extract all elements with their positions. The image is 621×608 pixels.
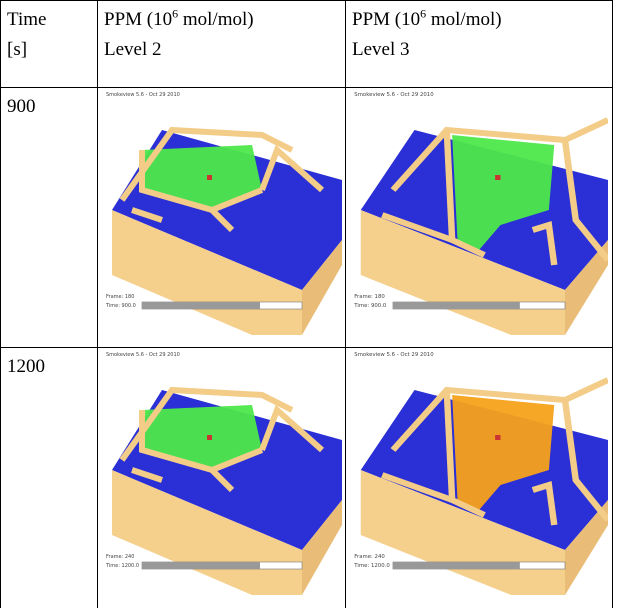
hotspot bbox=[495, 435, 500, 440]
image-cell: Smokeview 5.6 - Oct 29 2010 Frame: 240 Tim… bbox=[346, 348, 613, 608]
data-row: 1200 Smokeview 5.6 - Oct 29 2010 Frame: 2… bbox=[1, 348, 613, 608]
time-text: 900 bbox=[7, 92, 91, 122]
frame-label: Frame: 180 bbox=[106, 294, 134, 300]
simulation-image: Smokeview 5.6 - Oct 29 2010 Frame: 180 Tim… bbox=[102, 90, 342, 335]
results-table: Time[s] PPM (106 mol/mol)Level 2 PPM (10… bbox=[0, 0, 613, 608]
hotspot bbox=[495, 175, 500, 180]
header-text: mol/mol) bbox=[178, 9, 253, 30]
image-cell: Smokeview 5.6 - Oct 29 2010 Frame: 180 Tim… bbox=[346, 88, 613, 348]
hotspot bbox=[207, 175, 212, 180]
header-row: Time[s] PPM (106 mol/mol)Level 2 PPM (10… bbox=[1, 1, 613, 88]
image-title: Smokeview 5.6 - Oct 29 2010 bbox=[354, 92, 433, 98]
progress-fill bbox=[142, 302, 260, 309]
page: Time[s] PPM (106 mol/mol)Level 2 PPM (10… bbox=[0, 0, 621, 590]
image-title: Smokeview 5.6 - Oct 29 2010 bbox=[106, 352, 180, 358]
time-label: Time: 900.0 bbox=[353, 303, 386, 309]
image-title: Smokeview 5.6 - Oct 29 2010 bbox=[354, 352, 433, 358]
header-text: Time bbox=[7, 5, 91, 35]
frame-label: Frame: 240 bbox=[354, 554, 385, 560]
data-row: 900 Smokeview 5.6 - Oct 29 2010 Frame: 18… bbox=[1, 88, 613, 348]
header-text: PPM (106 mol/mol) bbox=[352, 5, 606, 35]
time-text: 1200 bbox=[7, 352, 91, 382]
header-text: Level 3 bbox=[352, 35, 606, 65]
simulation-image: Smokeview 5.6 - Oct 29 2010 Frame: 180 Tim… bbox=[350, 90, 608, 335]
header-text: PPM (10 bbox=[352, 9, 420, 30]
progress-fill bbox=[393, 302, 520, 309]
header-cell: PPM (106 mol/mol)Level 3 bbox=[346, 1, 613, 88]
simulation-image: Smokeview 5.6 - Oct 29 2010 Frame: 240 Tim… bbox=[102, 350, 342, 595]
frame-label: Frame: 240 bbox=[106, 554, 134, 560]
time-cell: 900 bbox=[1, 88, 98, 348]
progress-fill bbox=[393, 562, 520, 569]
header-text: PPM (106 mol/mol) bbox=[104, 5, 339, 35]
header-text: Level 2 bbox=[104, 35, 339, 65]
header-text: [s] bbox=[7, 35, 91, 65]
frame-label: Frame: 180 bbox=[354, 294, 385, 300]
header-cell: PPM (106 mol/mol)Level 2 bbox=[98, 1, 346, 88]
header-text: PPM (10 bbox=[104, 9, 172, 30]
image-title: Smokeview 5.6 - Oct 29 2010 bbox=[106, 92, 180, 98]
header-cell: Time[s] bbox=[1, 1, 98, 88]
time-cell: 1200 bbox=[1, 348, 98, 608]
time-label: Time: 900.0 bbox=[105, 303, 136, 309]
time-label: Time: 1200.0 bbox=[105, 563, 139, 569]
simulation-image: Smokeview 5.6 - Oct 29 2010 Frame: 240 Tim… bbox=[350, 350, 608, 595]
image-cell: Smokeview 5.6 - Oct 29 2010 Frame: 180 Tim… bbox=[98, 88, 346, 348]
time-label: Time: 1200.0 bbox=[353, 563, 390, 569]
header-text: mol/mol) bbox=[426, 9, 501, 30]
progress-fill bbox=[142, 562, 260, 569]
image-cell: Smokeview 5.6 - Oct 29 2010 Frame: 240 Tim… bbox=[98, 348, 346, 608]
hotspot bbox=[207, 435, 212, 440]
